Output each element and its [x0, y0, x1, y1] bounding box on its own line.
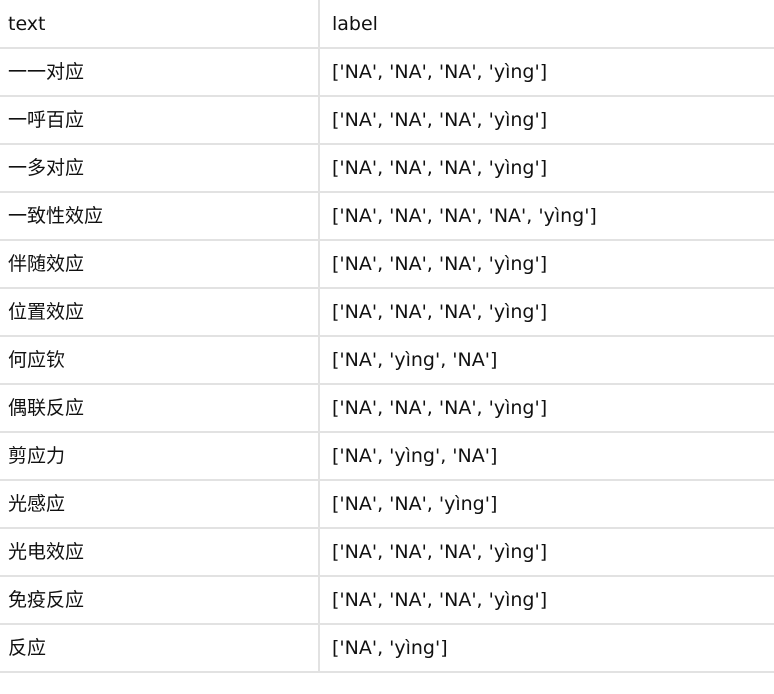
table-row: 伴随效应 ['NA', 'NA', 'NA', 'yìng']	[0, 240, 774, 289]
text-cell: 光感应	[0, 480, 320, 529]
text-cell: 光电效应	[0, 528, 320, 577]
label-cell: ['NA', 'NA', 'NA', 'NA', 'yìng']	[319, 192, 774, 241]
text-cell: 一多对应	[0, 144, 320, 193]
text-cell: 反应	[0, 624, 320, 673]
text-cell: 何应钦	[0, 336, 320, 385]
label-cell: ['NA', 'NA', 'yìng']	[319, 480, 774, 529]
header-row: text label	[0, 0, 774, 49]
label-cell: ['NA', 'NA', 'NA', 'yìng']	[319, 144, 774, 193]
table-row: 反应 ['NA', 'yìng']	[0, 624, 774, 673]
table-row: 一致性效应 ['NA', 'NA', 'NA', 'NA', 'yìng']	[0, 192, 774, 241]
table-row: 偶联反应 ['NA', 'NA', 'NA', 'yìng']	[0, 384, 774, 433]
label-cell: ['NA', 'yìng', 'NA']	[319, 432, 774, 481]
text-cell: 剪应力	[0, 432, 320, 481]
table-row: 剪应力 ['NA', 'yìng', 'NA']	[0, 432, 774, 481]
text-cell: 一一对应	[0, 48, 320, 97]
table-row: 免疫反应 ['NA', 'NA', 'NA', 'yìng']	[0, 576, 774, 625]
label-cell: ['NA', 'NA', 'NA', 'yìng']	[319, 384, 774, 433]
text-cell: 一呼百应	[0, 96, 320, 145]
text-cell: 位置效应	[0, 288, 320, 337]
table-row: 一多对应 ['NA', 'NA', 'NA', 'yìng']	[0, 144, 774, 193]
table-row: 位置效应 ['NA', 'NA', 'NA', 'yìng']	[0, 288, 774, 337]
text-cell: 免疫反应	[0, 576, 320, 625]
label-cell: ['NA', 'NA', 'NA', 'yìng']	[319, 240, 774, 289]
text-cell: 偶联反应	[0, 384, 320, 433]
label-cell: ['NA', 'yìng']	[319, 624, 774, 673]
label-cell: ['NA', 'NA', 'NA', 'yìng']	[319, 48, 774, 97]
table-row: 一一对应 ['NA', 'NA', 'NA', 'yìng']	[0, 48, 774, 97]
text-cell: 一致性效应	[0, 192, 320, 241]
label-cell: ['NA', 'NA', 'NA', 'yìng']	[319, 288, 774, 337]
table-row: 何应钦 ['NA', 'yìng', 'NA']	[0, 336, 774, 385]
table-row: 光电效应 ['NA', 'NA', 'NA', 'yìng']	[0, 528, 774, 577]
data-table: text label 一一对应 ['NA', 'NA', 'NA', 'yìng…	[0, 0, 774, 673]
table-row: 一呼百应 ['NA', 'NA', 'NA', 'yìng']	[0, 96, 774, 145]
column-header-text: text	[0, 0, 320, 49]
label-cell: ['NA', 'NA', 'NA', 'yìng']	[319, 528, 774, 577]
label-cell: ['NA', 'NA', 'NA', 'yìng']	[319, 576, 774, 625]
table-row: 光感应 ['NA', 'NA', 'yìng']	[0, 480, 774, 529]
text-cell: 伴随效应	[0, 240, 320, 289]
column-header-label: label	[319, 0, 774, 49]
label-cell: ['NA', 'NA', 'NA', 'yìng']	[319, 96, 774, 145]
label-cell: ['NA', 'yìng', 'NA']	[319, 336, 774, 385]
